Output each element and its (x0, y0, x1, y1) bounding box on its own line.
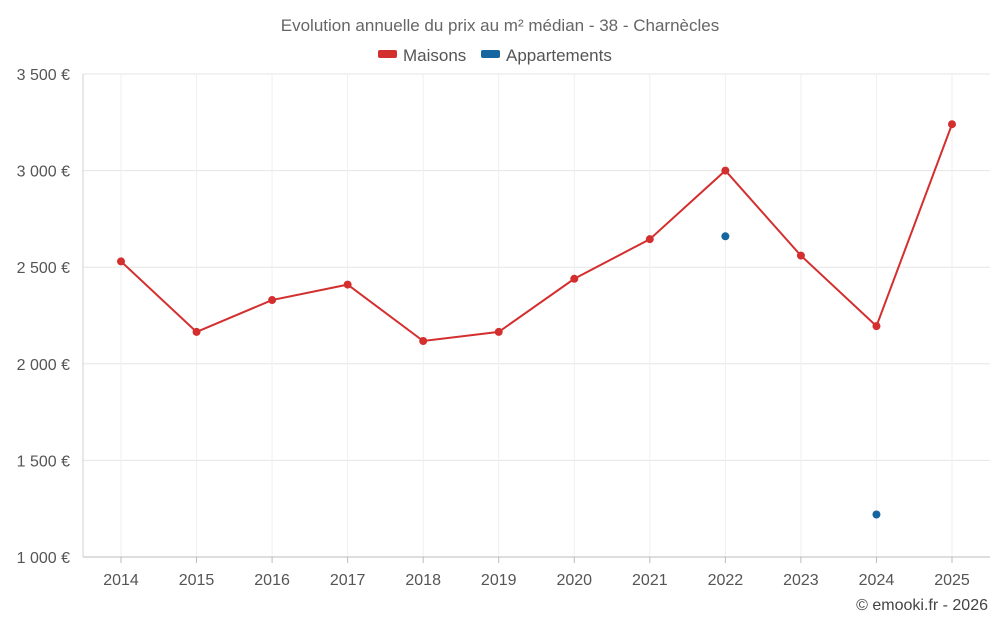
data-point-maisons-2020[interactable] (570, 274, 579, 283)
data-point-maisons-2014[interactable] (117, 257, 125, 266)
y-tick-label: 3 000 € (17, 164, 70, 181)
series-appartements (721, 232, 881, 519)
y-tick-label: 1 500 € (17, 453, 70, 470)
data-point-appartements-2022[interactable] (721, 232, 730, 241)
x-tick-label: 2025 (934, 572, 970, 589)
series-maisons (117, 120, 956, 346)
data-point-maisons-2023[interactable] (796, 251, 805, 260)
legend-item-appartements[interactable]: Appartements (481, 46, 612, 65)
y-tick-label: 2 000 € (17, 357, 70, 374)
x-tick-label: 2014 (103, 572, 139, 589)
y-tick-label: 2 500 € (17, 260, 70, 277)
x-tick-label: 2020 (556, 572, 592, 589)
series-line-maisons (120, 123, 953, 343)
x-tick-label: 2021 (632, 572, 668, 589)
grid (83, 73, 990, 558)
data-point-maisons-2021[interactable] (645, 235, 654, 244)
x-tick-label: 2023 (783, 572, 819, 589)
data-point-maisons-2022[interactable] (721, 166, 730, 175)
x-tick-label: 2017 (330, 572, 366, 589)
x-tick-label: 2022 (708, 572, 744, 589)
data-point-maisons-2018[interactable] (419, 337, 428, 346)
data-point-maisons-2019[interactable] (494, 327, 503, 336)
x-tick-label: 2016 (254, 572, 290, 589)
y-tick-label: 3 500 € (17, 67, 70, 84)
x-tick-label: 2019 (481, 572, 517, 589)
data-point-appartements-2024[interactable] (872, 510, 881, 519)
legend-label: Maisons (403, 46, 466, 65)
x-tick-label: 2024 (859, 572, 895, 589)
legend-label: Appartements (506, 46, 612, 65)
x-tick-label: 2018 (405, 572, 441, 589)
data-point-maisons-2016[interactable] (268, 296, 277, 305)
legend-item-maisons[interactable]: Maisons (378, 46, 466, 65)
x-tick-label: 2015 (179, 572, 215, 589)
chart-title: Evolution annuelle du prix au m² médian … (281, 16, 719, 35)
legend-swatch (481, 50, 500, 58)
axes: 1 000 € 1 500 € 2 000 € 2 500 € 3 000 € 3 500… (17, 67, 990, 589)
legend[interactable]: Maisons Appartements (378, 46, 612, 65)
data-point-maisons-2025[interactable] (948, 120, 956, 129)
series (117, 120, 956, 519)
credit-text: © emooki.fr - 2026 (856, 597, 988, 614)
data-point-maisons-2024[interactable] (872, 322, 881, 331)
data-point-maisons-2017[interactable] (343, 280, 352, 289)
legend-swatch (378, 50, 397, 58)
data-point-maisons-2015[interactable] (192, 327, 201, 336)
y-tick-label: 1 000 € (17, 550, 70, 567)
